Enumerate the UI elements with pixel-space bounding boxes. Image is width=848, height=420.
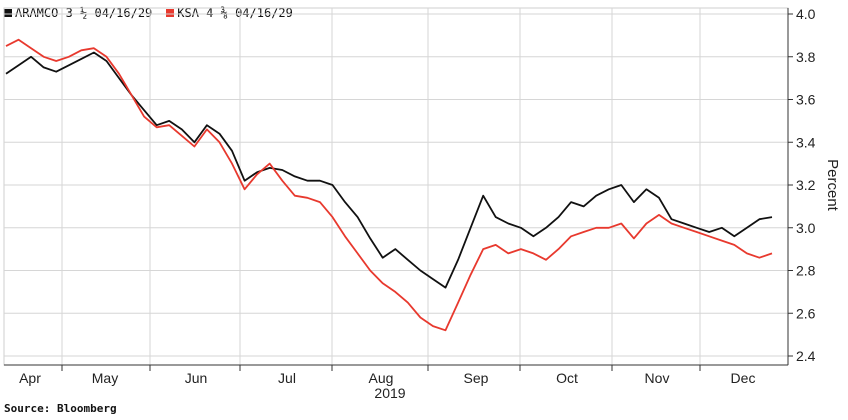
y-tick-label: 3.0 [796, 220, 816, 236]
y-axis-label: Percent [824, 159, 841, 212]
x-tick-label: Oct [556, 370, 578, 386]
x-tick-label: May [92, 370, 118, 386]
y-tick-label: 3.8 [796, 49, 816, 65]
y-axis: 2.4 2.6 2.8 3.0 3.2 3.4 3.6 3.8 4.0 Percent [787, 6, 841, 365]
x-tick-label: Sep [464, 370, 489, 386]
series-line-aramco [5, 51, 773, 289]
y-tick-label: 3.2 [796, 177, 816, 193]
y-tick-label: 2.6 [796, 305, 816, 321]
series-lines [5, 38, 773, 332]
y-tick-label: 2.8 [796, 263, 816, 279]
y-tick-label: 3.6 [796, 92, 816, 108]
x-tick-label: Dec [731, 370, 756, 386]
legend: ARAMCO 3 ½ 04/16/29 KSA 4 ⅜ 04/16/29 [4, 6, 293, 20]
legend-item-aramco: ARAMCO 3 ½ 04/16/29 [4, 6, 152, 20]
legend-swatch-aramco [4, 9, 12, 17]
legend-label-aramco: ARAMCO 3 ½ 04/16/29 [15, 6, 153, 20]
x-axis: Apr May Jun Jul Aug Sep Oct Nov Dec 2019 [4, 364, 788, 400]
y-tick-label: 2.4 [796, 348, 816, 364]
y-tick-label: 4.0 [796, 6, 816, 22]
y-tick-label: 3.4 [796, 134, 816, 150]
legend-item-ksa: KSA 4 ⅜ 04/16/29 [166, 6, 293, 20]
legend-swatch-ksa [166, 9, 175, 17]
x-tick-label: Aug [369, 370, 394, 386]
line-chart: 2.4 2.6 2.8 3.0 3.2 3.4 3.6 3.8 4.0 Percent Apr Ma… [3, 6, 841, 400]
x-tick-label: Jun [185, 370, 208, 386]
series-line-ksa [5, 38, 773, 332]
grid [3, 7, 789, 366]
x-tick-label: Nov [645, 370, 670, 386]
x-tick-label: Apr [19, 370, 41, 386]
x-tick-label: Jul [278, 370, 296, 386]
legend-label-ksa: KSA 4 ⅜ 04/16/29 [177, 6, 293, 20]
x-axis-year-label: 2019 [374, 385, 405, 400]
plot-frame [3, 7, 789, 366]
source-note: Source: Bloomberg [4, 402, 117, 415]
